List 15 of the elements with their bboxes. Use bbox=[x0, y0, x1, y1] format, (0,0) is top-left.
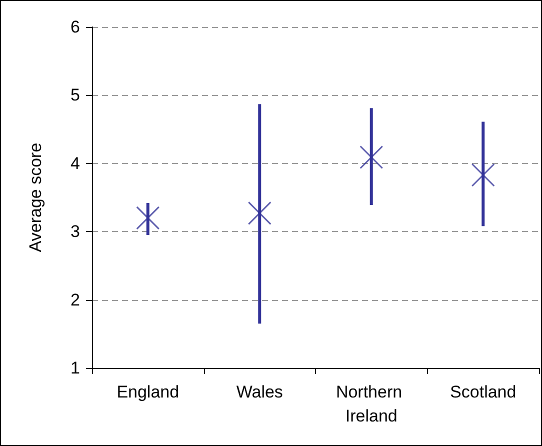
point bbox=[248, 201, 272, 225]
point bbox=[471, 163, 495, 187]
y-tick-label: 1 bbox=[70, 358, 80, 378]
y-tick-label: 3 bbox=[70, 222, 80, 242]
x-tick-label: Wales bbox=[236, 382, 283, 402]
y-tick-label: 2 bbox=[70, 290, 80, 310]
x-tick-label: Northern Ireland bbox=[336, 382, 407, 426]
y-tick-label: 6 bbox=[70, 18, 80, 36]
point bbox=[136, 206, 160, 230]
y-tick-label: 4 bbox=[70, 154, 80, 173]
y-tick-label: 5 bbox=[70, 86, 80, 105]
point bbox=[360, 146, 384, 170]
x-tick-label: Scotland bbox=[450, 382, 516, 402]
y-axis-title: Average score bbox=[26, 142, 45, 252]
x-tick-label: England bbox=[116, 382, 180, 402]
